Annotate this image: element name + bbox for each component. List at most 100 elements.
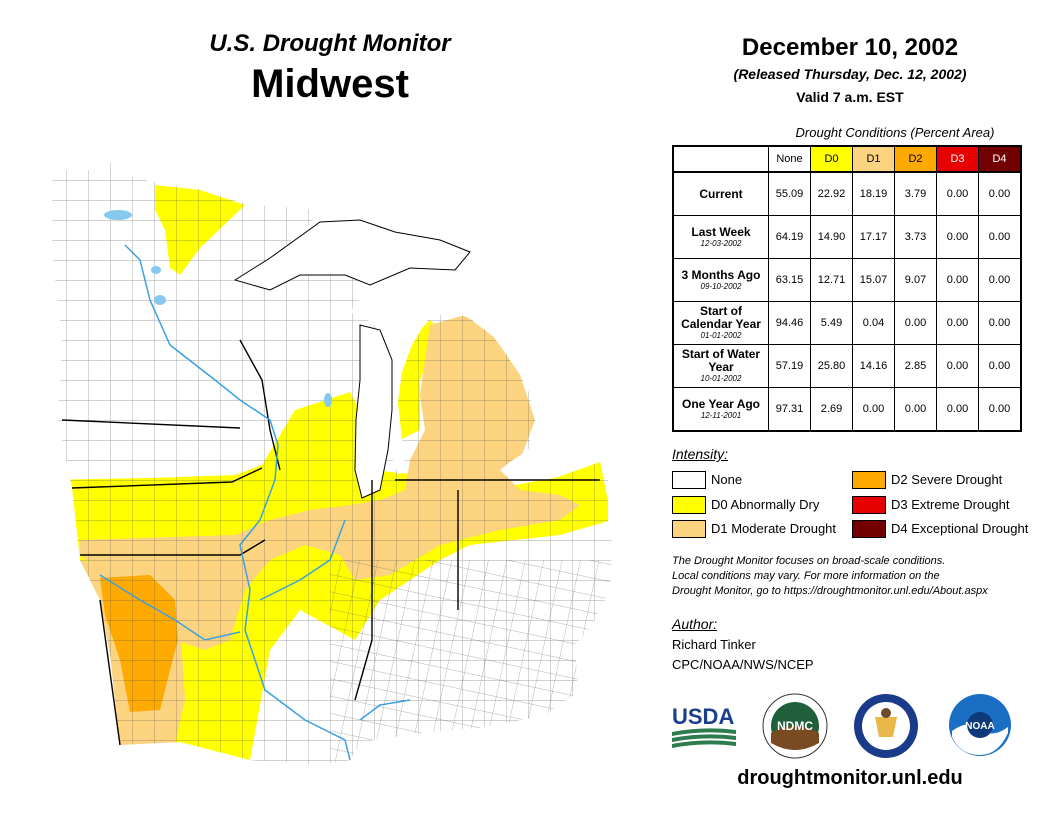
note-line: Local conditions may vary. For more info… (672, 570, 940, 582)
drought-map (52, 162, 612, 765)
table-cell: 63.15 (768, 258, 811, 302)
table-cell: 15.07 (852, 258, 895, 302)
row-date: 12-11-2001 (700, 410, 742, 420)
table-cell: 9.07 (894, 258, 937, 302)
table-row: Current 55.09 22.92 18.19 3.79 0.00 0.00 (672, 171, 1022, 216)
table-cell: 0.00 (936, 258, 979, 302)
region-title: Midwest (251, 62, 409, 106)
table-cell: 0.00 (936, 171, 979, 216)
missouri-river (99, 574, 241, 641)
legend-label-d1: D1 Moderate Drought (711, 521, 837, 536)
row-label: Current (699, 186, 743, 201)
col-header-d4: D4 (978, 145, 1022, 173)
ohio-river (359, 699, 411, 721)
table-cell: 94.46 (768, 301, 811, 345)
lake-michigan (354, 324, 393, 499)
table-cell: 0.00 (978, 215, 1022, 259)
legend-swatch-none (672, 471, 706, 489)
col-header-d3: D3 (936, 145, 979, 173)
table-cell: 0.00 (936, 215, 979, 259)
ndmc-logo-text: NDMC (777, 719, 813, 733)
table-row: 3 Months Ago 09-10-2002 63.15 12.71 15.07… (672, 258, 1022, 302)
usda-logo: USDA (672, 704, 736, 748)
table-row: One Year Ago 12-11-2001 97.31 2.69 0.00 0… (672, 387, 1022, 432)
legend-swatch-d0 (672, 496, 706, 514)
table-cell: 0.00 (852, 387, 895, 432)
table-cell: 0.00 (936, 344, 979, 388)
table-cell: 0.00 (978, 387, 1022, 432)
table-cell: 22.92 (810, 171, 853, 216)
legend-swatch-d1 (672, 520, 706, 538)
noaa-logo: NOAA (949, 694, 1011, 756)
illinois-river (259, 519, 346, 601)
table-cell: 2.85 (894, 344, 937, 388)
table-cell: 25.80 (810, 344, 853, 388)
ndmc-logo: NDMC (762, 693, 828, 759)
table-cell: 0.00 (978, 301, 1022, 345)
table-cell: 55.09 (768, 171, 811, 216)
row-label: One Year Ago (681, 396, 761, 411)
legend-swatch-d4 (852, 520, 886, 538)
table-cell: 14.16 (852, 344, 895, 388)
table-cell: 0.00 (978, 344, 1022, 388)
conditions-caption: Drought Conditions (Percent Area) (795, 125, 995, 140)
author-name: Richard Tinker (672, 637, 756, 652)
row-date: 12-03-2002 (700, 238, 742, 248)
lake-superior (233, 219, 471, 291)
row-label: Start of Calendar Year (681, 304, 761, 331)
legend-swatch-d2 (852, 471, 886, 489)
table-cell: 0.00 (894, 387, 937, 432)
usda-logo-text: USDA (672, 704, 734, 729)
legend-swatch-d3 (852, 496, 886, 514)
legend-label-none: None (711, 472, 743, 487)
mississippi-river (124, 244, 351, 761)
table-cell: 97.31 (768, 387, 811, 432)
row-label: Start of Water Year (681, 347, 761, 374)
author-org: CPC/NOAA/NWS/NCEP (672, 657, 814, 672)
lake-red (104, 210, 132, 220)
lake-leech (154, 295, 166, 305)
map-date: December 10, 2002 (741, 34, 959, 61)
table-cell: 0.00 (978, 258, 1022, 302)
commerce-seal-logo (854, 694, 918, 758)
table-cell: 0.04 (852, 301, 895, 345)
table-cell: 57.19 (768, 344, 811, 388)
table-cell: 3.79 (894, 171, 937, 216)
conditions-table: None D0 D1 D2 D3 D4 Current 55.09 22.92 … (672, 145, 1022, 432)
legend-label-d0: D0 Abnormally Dry (711, 497, 820, 512)
legend-label-d4: D4 Exceptional Drought (891, 521, 1029, 536)
table-cell: 0.00 (894, 301, 937, 345)
col-header-d2: D2 (894, 145, 937, 173)
col-header-d1: D1 (852, 145, 895, 173)
row-label: 3 Months Ago (681, 267, 761, 282)
release-date: (Released Thursday, Dec. 12, 2002) (733, 66, 967, 82)
row-date: 01-01-2002 (700, 331, 742, 340)
col-header-none: None (768, 145, 811, 173)
disclaimer-note: The Drought Monitor focuses on broad-sca… (672, 554, 1052, 599)
table-cell: 0.00 (978, 171, 1022, 216)
map-title: U.S. Drought Monitor (209, 30, 451, 57)
table-row: Last Week 12-03-2002 64.19 14.90 17.17 3.… (672, 215, 1022, 259)
table-cell: 18.19 (852, 171, 895, 216)
table-cell: 17.17 (852, 215, 895, 259)
row-date: 10-01-2002 (700, 374, 742, 383)
col-header-d0: D0 (810, 145, 853, 173)
footer-url[interactable]: droughtmonitor.unl.edu (737, 767, 963, 789)
legend-label-d3: D3 Extreme Drought (891, 497, 1010, 512)
table-cell: 2.69 (810, 387, 853, 432)
lake-mille-lacs (151, 266, 161, 274)
author-heading: Author: (672, 616, 718, 632)
table-cell: 5.49 (810, 301, 853, 345)
table-row: Start of Calendar Year 01-01-2002 94.46 5… (672, 301, 1022, 345)
lake-winnebago (324, 393, 332, 407)
table-cell: 12.71 (810, 258, 853, 302)
row-date: 09-10-2002 (700, 281, 742, 291)
table-cell: 3.73 (894, 215, 937, 259)
note-line: The Drought Monitor focuses on broad-sca… (672, 555, 946, 567)
valid-time: Valid 7 a.m. EST (796, 89, 904, 105)
table-cell: 0.00 (936, 387, 979, 432)
noaa-logo-text: NOAA (965, 721, 994, 732)
table-cell: 14.90 (810, 215, 853, 259)
table-row: Start of Water Year 10-01-2002 57.19 25.8… (672, 344, 1022, 388)
legend-label-d2: D2 Severe Drought (891, 472, 1003, 487)
